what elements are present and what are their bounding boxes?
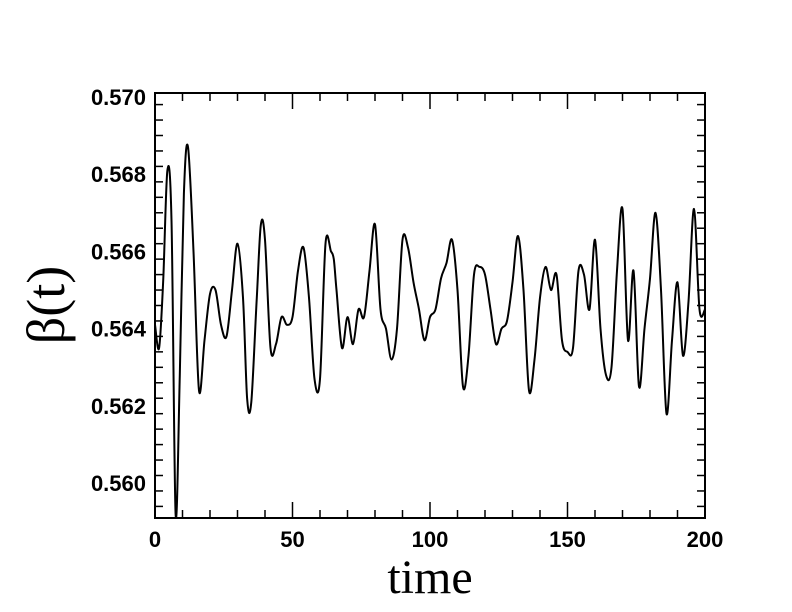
y-tick-label: 0.562 <box>91 394 146 419</box>
axis-tick-labels: 0 50 100 150 200 0.560 0.562 0.564 0.566 0.568 0.5… <box>91 85 723 552</box>
series-line <box>154 143 706 519</box>
y-tick-label: 0.564 <box>91 317 147 342</box>
y-tick-label: 0.566 <box>91 239 146 264</box>
x-tick-label: 100 <box>412 527 449 552</box>
y-tick-label: 0.560 <box>91 471 146 496</box>
x-tick-label: 50 <box>280 527 304 552</box>
x-tick-label: 150 <box>549 527 586 552</box>
x-tick-label: 200 <box>687 527 724 552</box>
y-tick-label: 0.568 <box>91 162 146 187</box>
axis-ticks <box>154 93 706 518</box>
plot-frame <box>154 92 706 519</box>
y-tick-label: 0.570 <box>91 85 146 110</box>
y-axis-title: β(t) <box>16 266 76 344</box>
x-axis-title: time <box>387 551 472 604</box>
x-tick-label: 0 <box>149 527 161 552</box>
